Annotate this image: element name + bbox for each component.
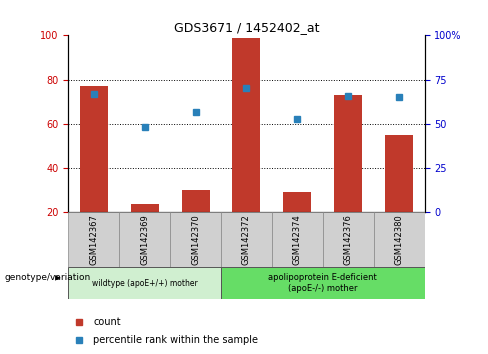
Bar [232,38,261,212]
Bar [131,204,159,212]
Title: GDS3671 / 1452402_at: GDS3671 / 1452402_at [174,21,319,34]
FancyBboxPatch shape [68,212,119,267]
Bar [334,95,362,212]
Text: percentile rank within the sample: percentile rank within the sample [93,335,258,345]
Text: GSM142369: GSM142369 [140,215,149,265]
Text: wildtype (apoE+/+) mother: wildtype (apoE+/+) mother [92,279,198,288]
Text: GSM142380: GSM142380 [395,215,404,265]
Text: GSM142367: GSM142367 [89,215,98,265]
Bar [385,135,413,212]
Text: GSM142370: GSM142370 [191,215,200,265]
FancyBboxPatch shape [170,212,221,267]
Text: GSM142376: GSM142376 [344,215,353,265]
FancyBboxPatch shape [221,212,272,267]
FancyBboxPatch shape [323,212,374,267]
Text: genotype/variation: genotype/variation [5,273,91,282]
Text: count: count [93,317,121,327]
FancyBboxPatch shape [119,212,170,267]
Bar [80,86,108,212]
FancyBboxPatch shape [68,267,221,299]
FancyBboxPatch shape [272,212,323,267]
Bar [284,193,311,212]
Text: GSM142374: GSM142374 [293,215,302,265]
Bar [182,190,209,212]
Text: GSM142372: GSM142372 [242,215,251,265]
Text: apolipoprotein E-deficient
(apoE-/-) mother: apolipoprotein E-deficient (apoE-/-) mot… [268,274,377,293]
FancyBboxPatch shape [374,212,425,267]
FancyBboxPatch shape [221,267,425,299]
